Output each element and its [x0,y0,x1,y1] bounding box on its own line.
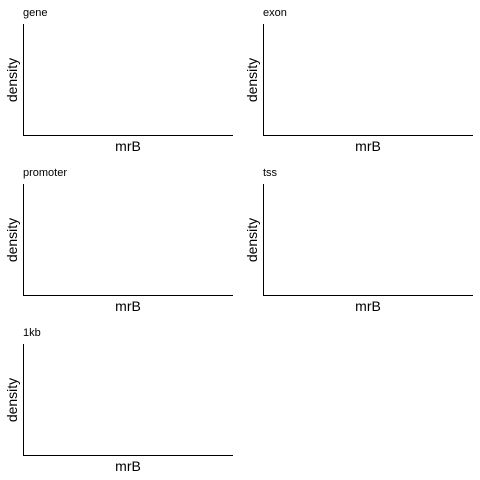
panel-tss: tss mrB density [244,167,473,314]
panel-gene: gene mrB density [4,7,233,154]
panel-title: exon [263,7,287,19]
x-axis-label: mrB [355,138,381,154]
y-axis-label: density [244,218,260,262]
x-axis-label: mrB [355,298,381,314]
y-axis-label: density [244,58,260,102]
panel-title: 1kb [23,327,41,339]
panel-exon: exon mrB density [244,7,473,154]
y-axis-label: density [4,58,20,102]
panel-promoter: promoter mrB density [4,167,233,314]
y-axis-label: density [4,378,20,422]
panel-title: gene [23,7,47,19]
x-axis-label: mrB [115,298,141,314]
panel-1kb: 1kb mrB density [4,327,233,474]
x-axis-label: mrB [115,138,141,154]
x-axis-label: mrB [115,458,141,474]
panel-title: promoter [23,167,67,179]
panel-title: tss [263,167,278,179]
y-axis-label: density [4,218,20,262]
